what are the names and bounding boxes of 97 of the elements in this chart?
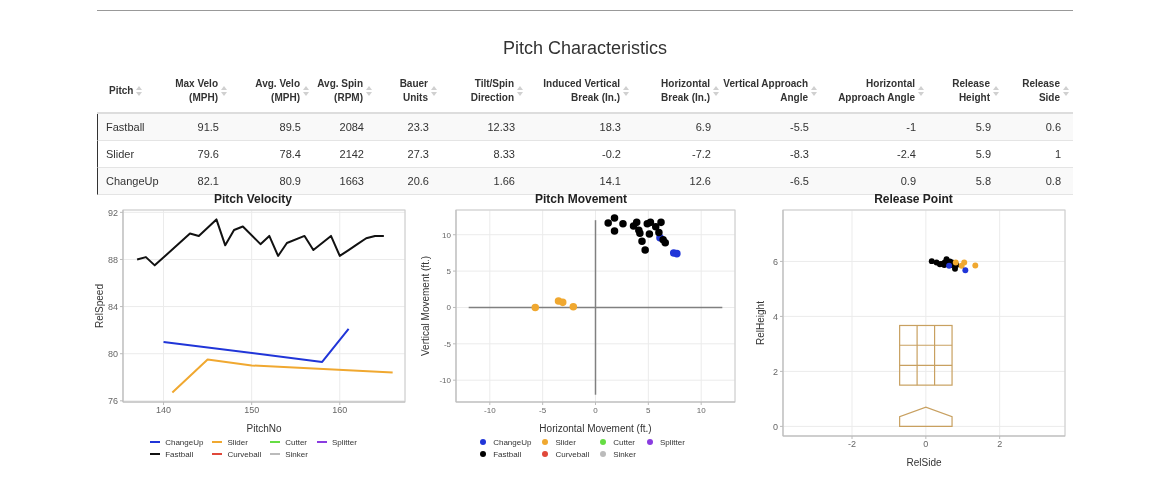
data-label: 14.1 [598, 175, 622, 187]
data-label: 23.3 [406, 121, 430, 133]
data-label: 82.1 [196, 175, 220, 187]
x-axis-title: Horizontal Movement (ft.) [539, 423, 652, 434]
y-tick-label: 0 [446, 303, 452, 313]
legend-label: Slider [227, 437, 248, 447]
y-tick-label: -5 [443, 339, 452, 349]
x-tick-label: Bauer Units [398, 77, 428, 105]
chart-title: Pitch Velocity [213, 192, 293, 206]
legend-label: Curveball [555, 449, 590, 459]
legend-label: ChangeUp [165, 437, 204, 447]
data-label: 79.6 [196, 148, 220, 160]
y-axis-title: Vertical Movement (ft.) [419, 255, 431, 357]
data-label: 20.6 [406, 175, 430, 187]
x-tick-label: Induced Vertical Break (In.) [542, 77, 620, 105]
data-label: 0.6 [1044, 121, 1062, 133]
x-tick-label: Release Side [1021, 77, 1060, 105]
data-label: -0.2 [601, 148, 622, 160]
x-tick-label: 0 [923, 439, 929, 450]
y-tick-label: 88 [107, 254, 118, 265]
data-label: 18.3 [598, 121, 622, 133]
legend-label: ChangeUp [493, 437, 532, 447]
y-tick-label: 80 [107, 348, 118, 359]
legend-label: Splitter [659, 437, 685, 447]
y-tick-label: 92 [107, 207, 118, 218]
x-tick-label: Tilt/Spin Direction [469, 77, 514, 105]
y-axis-title: Pitch [109, 84, 134, 98]
data-label: -5.5 [789, 121, 810, 133]
chart-title: Pitch Movement [534, 192, 628, 206]
x-tick-label: 140 [156, 405, 172, 416]
data-label: 12.33 [486, 121, 516, 133]
data-label: 5.9 [974, 121, 992, 133]
x-tick-label: 160 [332, 405, 348, 416]
y-tick-label: Fastball [105, 121, 146, 133]
y-tick-label: 2 [772, 366, 778, 377]
legend-label: Fastball [493, 449, 522, 459]
y-tick-label: Slider [105, 148, 136, 160]
data-label: -8.3 [789, 148, 810, 160]
x-tick-label: -2 [848, 439, 857, 450]
x-tick-label: Max Velo (MPH) [174, 77, 218, 105]
x-tick-label: 5 [646, 405, 652, 415]
data-label: 2142 [338, 148, 365, 160]
legend-label: Cutter [613, 437, 636, 447]
x-tick-label: Avg. Spin (RPM) [316, 77, 363, 105]
x-tick-label: Avg. Velo (MPH) [254, 77, 300, 105]
data-label: 91.5 [196, 121, 220, 133]
y-tick-label: 0 [772, 421, 778, 432]
legend-label: Sinker [613, 449, 636, 459]
x-axis-title: RelSide [906, 457, 942, 468]
data-label: 1663 [338, 175, 365, 187]
y-axis-title: RelHeight [754, 300, 766, 345]
data-label: 2084 [338, 121, 365, 133]
y-tick-label: 76 [107, 396, 118, 407]
y-tick-label: -10 [439, 376, 452, 386]
x-tick-label: Vertical Approach Angle [723, 77, 808, 105]
x-tick-label: 150 [244, 405, 260, 416]
x-tick-label: Horizontal Break (In.) [660, 77, 710, 105]
y-tick-label: 5 [446, 266, 452, 276]
legend-label: Fastball [165, 449, 194, 459]
y-tick-label: 6 [772, 256, 778, 267]
data-label: 12.6 [688, 175, 712, 187]
x-tick-label: -5 [539, 405, 547, 415]
chart-title: Release Point [873, 192, 954, 206]
chart-title: Pitch Characteristics [501, 37, 669, 60]
y-axis-title: RelSpeed [93, 284, 105, 328]
x-tick-label: 0 [593, 405, 599, 415]
x-tick-label: -10 [484, 405, 497, 415]
y-tick-label: 84 [107, 301, 118, 312]
y-tick-label: 4 [772, 311, 778, 322]
data-label: 6.9 [694, 121, 712, 133]
data-label: 5.9 [974, 148, 992, 160]
y-tick-label: 10 [442, 230, 452, 240]
legend-label: Sinker [285, 449, 308, 459]
data-label: -7.2 [691, 148, 712, 160]
x-tick-label: 2 [997, 439, 1003, 450]
x-axis-title: PitchNo [246, 423, 282, 434]
data-label: 27.3 [406, 148, 430, 160]
data-label: 0.9 [899, 175, 917, 187]
legend-label: Slider [555, 437, 576, 447]
data-label: -1 [905, 121, 917, 133]
legend-label: Cutter [285, 437, 308, 447]
data-label: 80.9 [278, 175, 302, 187]
legend-label: Splitter [331, 437, 357, 447]
y-tick-label: ChangeUp [105, 175, 160, 187]
data-label: 0.8 [1044, 175, 1062, 187]
data-label: -6.5 [789, 175, 810, 187]
data-label: 1 [1053, 148, 1062, 160]
data-label: 8.33 [492, 148, 516, 160]
x-tick-label: 10 [696, 405, 707, 415]
data-label: 5.8 [974, 175, 992, 187]
data-label: -2.4 [896, 148, 917, 160]
x-tick-label: Release Height [951, 77, 990, 105]
x-tick-label: Horizontal Approach Angle [837, 77, 915, 105]
data-label: 78.4 [278, 148, 302, 160]
data-label: 1.66 [492, 175, 516, 187]
legend-label: Curveball [227, 449, 262, 459]
data-label: 89.5 [278, 121, 302, 133]
